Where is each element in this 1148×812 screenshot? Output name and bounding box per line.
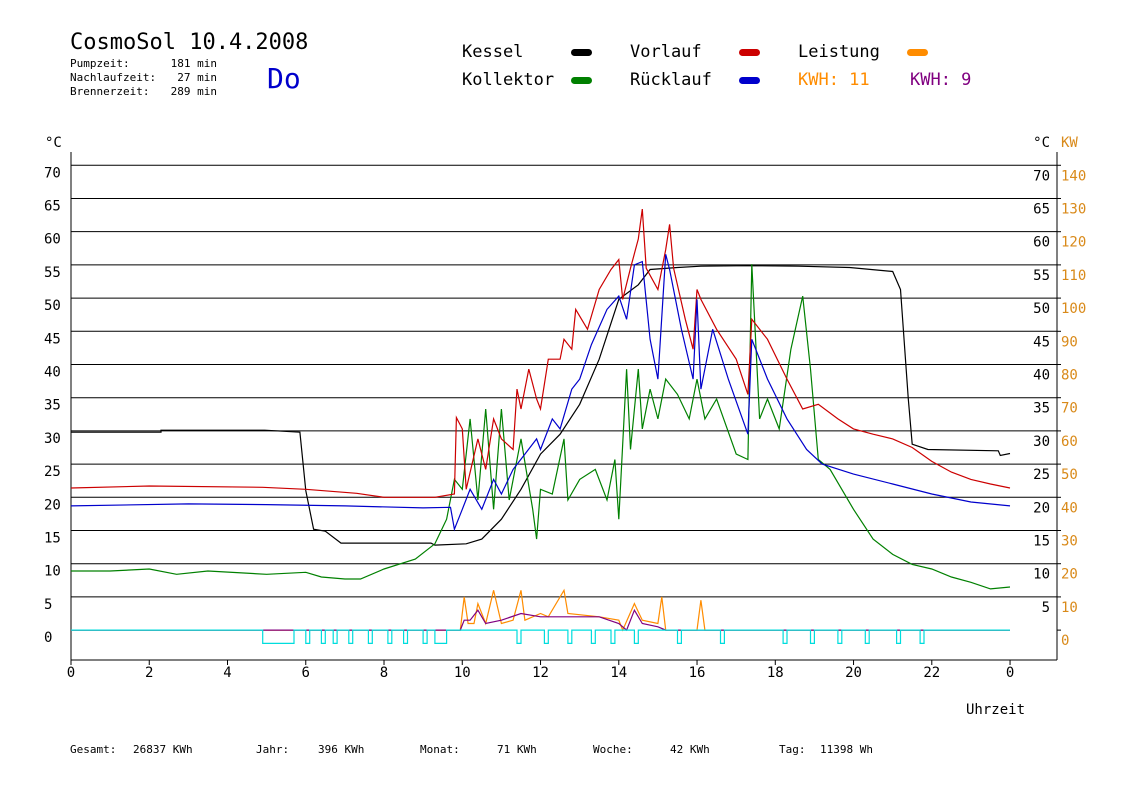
series-line (71, 264, 1011, 546)
footer-value: 11398 Wh (820, 743, 873, 756)
y-tick-label: 25 (44, 464, 61, 480)
y-right-tick-label: 10 (1033, 567, 1050, 583)
y-right-tick-label: 5 (1042, 600, 1050, 616)
y-right-tick-label: 55 (1033, 268, 1050, 284)
legend-label: Kessel (462, 42, 523, 62)
y-tick-label: 70 (44, 165, 61, 181)
y-right-tick-label: 35 (1033, 401, 1050, 417)
y-right-tick-label: 30 (1033, 434, 1050, 450)
info-value: 27 min (177, 71, 217, 84)
x-tick-label: 12 (532, 665, 549, 681)
y-tick-label: 15 (44, 531, 61, 547)
x-tick-label: 8 (380, 665, 388, 681)
y-tick-label: 45 (44, 331, 61, 347)
y-right-tick-label: 40 (1033, 367, 1050, 383)
x-tick-label: 4 (223, 665, 231, 681)
y-axis-label: °C (45, 135, 62, 151)
legend-label: Rücklauf (630, 70, 712, 90)
y-tick-label: 50 (44, 298, 61, 314)
footer-value: 71 KWh (497, 743, 537, 756)
info-label: Brennerzeit: (70, 85, 149, 98)
info-value: 181 min (171, 57, 217, 70)
y2-tick-label: 130 (1061, 201, 1086, 217)
y2-tick-label: 90 (1061, 334, 1078, 350)
x-axis-label: Uhrzeit (966, 702, 1025, 718)
y2-tick-label: 50 (1061, 467, 1078, 483)
series-line (71, 588, 1010, 632)
y-right-tick-label: 60 (1033, 235, 1050, 251)
legend-swatch (739, 77, 760, 84)
y-tick-label: 20 (44, 497, 61, 513)
y2-tick-label: 120 (1061, 235, 1086, 251)
legend-swatch (571, 77, 592, 84)
chart-title: CosmoSol 10.4.2008 (70, 30, 308, 55)
y2-tick-label: 100 (1061, 301, 1086, 317)
legend-label: Vorlauf (630, 42, 702, 62)
info-label: Nachlaufzeit: (70, 71, 156, 84)
y2-tick-label: 70 (1061, 401, 1078, 417)
x-tick-label: 22 (923, 665, 940, 681)
y-right-tick-label: 50 (1033, 301, 1050, 317)
info-value: 289 min (171, 85, 217, 98)
y-tick-label: 60 (44, 232, 61, 248)
y-tick-label: 55 (44, 265, 61, 281)
legend-swatch (571, 49, 592, 56)
y-tick-label: 65 (44, 198, 61, 214)
y-tick-label: 0 (44, 630, 52, 646)
footer-value: 396 KWh (318, 743, 364, 756)
series-line (70, 209, 1011, 498)
series-line (71, 264, 1011, 590)
footer-label: Woche: (593, 743, 633, 756)
y-right-tick-label: 65 (1033, 201, 1050, 217)
y2-tick-label: 20 (1061, 567, 1078, 583)
x-tick-label: 10 (454, 665, 471, 681)
x-tick-label: 18 (767, 665, 784, 681)
legend-swatch (907, 49, 928, 56)
x-tick-label: 0 (67, 665, 75, 681)
y2-tick-label: 110 (1061, 268, 1086, 284)
annotation: KWH: 11 (798, 70, 870, 90)
y2-tick-label: 0 (1061, 633, 1069, 649)
y2-tick-label: 80 (1061, 367, 1078, 383)
y-tick-label: 10 (44, 564, 61, 580)
series-line (71, 629, 1010, 644)
legend-label: Leistung (798, 42, 880, 62)
y-right-tick-label: 70 (1033, 168, 1050, 184)
footer-label: Jahr: (256, 743, 289, 756)
y2-tick-label: 40 (1061, 500, 1078, 516)
legend-swatch (739, 49, 760, 56)
y-tick-label: 30 (44, 431, 61, 447)
x-tick-label: 14 (610, 665, 627, 681)
y-right-tick-label: 25 (1033, 467, 1050, 483)
y-tick-label: 5 (44, 597, 52, 613)
series-line (71, 608, 1010, 632)
y-right-tick-label: 45 (1033, 334, 1050, 350)
y2-axis-unit: KW (1061, 135, 1078, 151)
y2-tick-label: 30 (1061, 534, 1078, 550)
footer-value: 26837 KWh (133, 743, 193, 756)
weekday: Do (267, 62, 301, 95)
annotation: KWH: 9 (910, 70, 971, 90)
info-label: Pumpzeit: (70, 57, 130, 70)
footer-value: 42 KWh (670, 743, 710, 756)
series-line (70, 254, 1011, 532)
y2-tick-label: 60 (1061, 434, 1078, 450)
y2-tick-label: 140 (1061, 168, 1086, 184)
footer-label: Gesamt: (70, 743, 116, 756)
footer-label: Monat: (420, 743, 460, 756)
x-tick-label: 20 (845, 665, 862, 681)
x-tick-label: 0 (1006, 665, 1014, 681)
legend-label: Kollektor (462, 70, 554, 90)
x-tick-label: 6 (302, 665, 310, 681)
x-tick-label: 2 (145, 665, 153, 681)
y2-axis-label: °C (1033, 135, 1050, 151)
y-right-tick-label: 20 (1033, 500, 1050, 516)
x-tick-label: 16 (689, 665, 706, 681)
footer-label: Tag: (779, 743, 806, 756)
y-tick-label: 40 (44, 364, 61, 380)
y-tick-label: 35 (44, 398, 61, 414)
y2-tick-label: 10 (1061, 600, 1078, 616)
y-right-tick-label: 15 (1033, 534, 1050, 550)
